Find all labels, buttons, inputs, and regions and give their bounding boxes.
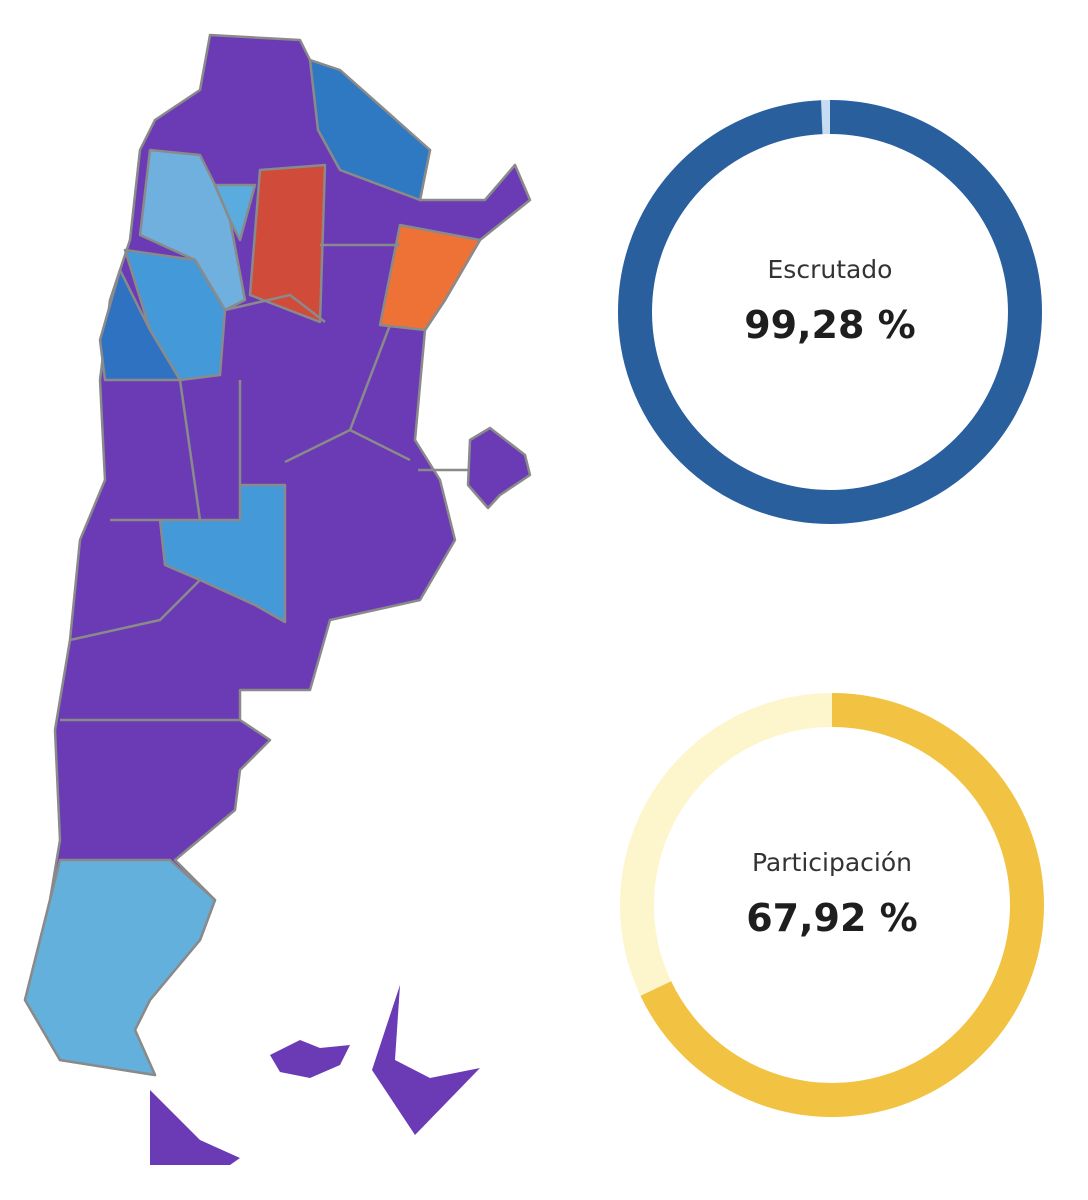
- gauge-arc: [620, 693, 1044, 1117]
- border: [69, 579, 201, 642]
- gauge-value: 99,28 %: [744, 303, 916, 347]
- border: [224, 293, 326, 323]
- province: [138, 148, 247, 312]
- map: [23, 33, 532, 1165]
- province: [213, 183, 257, 242]
- gauge-arc: [618, 100, 1042, 524]
- uruguay: [466, 426, 532, 510]
- province: [378, 223, 482, 332]
- gauges: Escrutado 99,28 % Participación 67,92 %: [618, 100, 1044, 1117]
- malvinas: [270, 1040, 350, 1078]
- antarctica: [372, 985, 480, 1135]
- province: [23, 858, 217, 1077]
- gauge-label: Escrutado: [768, 255, 893, 284]
- province: [308, 58, 432, 202]
- tierra-del-fuego: [150, 1090, 240, 1165]
- gauge-value: 67,92 %: [746, 896, 918, 940]
- border: [178, 379, 202, 521]
- province: [158, 483, 287, 624]
- border: [349, 428, 411, 462]
- gauge-label: Participación: [752, 848, 912, 877]
- province: [98, 268, 182, 382]
- province: [248, 163, 327, 324]
